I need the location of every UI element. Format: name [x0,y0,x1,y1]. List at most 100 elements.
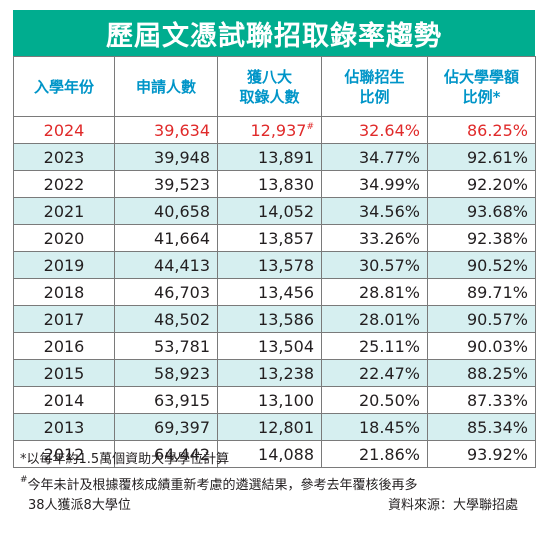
footnote-2: #今年未計及根據覆核成績重新考慮的遴選結果，參考去年覆核後再多 [20,470,530,496]
cell-jupas-ratio: 25.11% [321,332,428,360]
cell-year: 2013 [13,413,115,441]
table-row: 2012 64,442 14,088 21.86% 93.92% [13,440,536,468]
cell-admitted: 13,586 [217,305,322,333]
header-jupas-ratio-line1: 佔聯招生 [344,67,405,86]
footnote-2-text: #今年未計及根據覆核成績重新考慮的遴選結果，參考去年覆核後再多 [20,470,418,496]
header-degree-ratio-line1: 佔大學學額 [443,67,519,86]
cell-degree-ratio: 92.20% [427,170,536,198]
footnote-2-line2: 38人獲派8大學位 [28,498,131,513]
cell-year: 2019 [13,251,115,279]
cell-applicants: 39,523 [114,170,218,198]
cell-jupas-ratio: 30.57% [321,251,428,279]
cell-degree-ratio: 90.57% [427,305,536,333]
table-row: 2015 58,923 13,238 22.47% 88.25% [13,359,536,387]
cell-admitted-value: 12,937 [250,120,307,140]
header-admitted-line2: 取錄人數 [239,87,300,106]
cell-year: 2015 [13,359,115,387]
header-applicants-label: 申請人數 [135,77,196,96]
data-source: 資料來源：大學聯招處 [387,498,518,513]
cell-year: 2014 [13,386,115,414]
cell-applicants: 58,923 [114,359,218,387]
cell-degree-ratio: 92.38% [427,224,536,252]
cell-admitted-mark: # [306,121,314,132]
header-jupas-ratio: 佔聯招生 比例 [321,56,428,117]
cell-jupas-ratio: 32.64% [321,116,428,144]
cell-year: 2022 [13,170,115,198]
table-row: 2017 48,502 13,586 28.01% 90.57% [13,305,536,333]
cell-applicants: 44,413 [114,251,218,279]
cell-applicants: 53,781 [114,332,218,360]
cell-applicants: 63,915 [114,386,218,414]
cell-year: 2017 [13,305,115,333]
table-row: 2022 39,523 13,830 34.99% 92.20% [13,170,536,198]
cell-jupas-ratio: 33.26% [321,224,428,252]
cell-degree-ratio: 92.61% [427,143,536,171]
cell-admitted: 12,801 [217,413,322,441]
cell-degree-ratio: 90.03% [427,332,536,360]
cell-degree-ratio: 93.92% [427,440,536,468]
cell-applicants: 41,664 [114,224,218,252]
cell-jupas-ratio: 21.86% [321,440,428,468]
cell-year: 2012 [13,440,115,468]
header-degree-ratio-line2: 比例* [462,87,501,106]
header-applicants: 申請人數 [114,56,218,117]
cell-applicants: 69,397 [114,413,218,441]
cell-jupas-ratio: 22.47% [321,359,428,387]
cell-year: 2016 [13,332,115,360]
cell-admitted: 13,857 [217,224,322,252]
cell-jupas-ratio: 28.81% [321,278,428,306]
cell-degree-ratio: 85.34% [427,413,536,441]
footnote-1: *以每年約1.5萬個資助大學學位計算 [20,450,530,470]
cell-year: 2020 [13,224,115,252]
table-row: 2018 46,703 13,456 28.81% 89.71% [13,278,536,306]
admission-trend-table: 入學年份 申請人數 獲八大 取錄人數 佔聯招生 比例 佔大學學額 比例* 202… [13,56,536,468]
table-row: 2023 39,948 13,891 34.77% 92.61% [13,143,536,171]
cell-admitted: 13,100 [217,386,322,414]
cell-jupas-ratio: 34.77% [321,143,428,171]
header-row: 入學年份 申請人數 獲八大 取錄人數 佔聯招生 比例 佔大學學額 比例* [13,56,536,117]
table-row: 2020 41,664 13,857 33.26% 92.38% [13,224,536,252]
cell-admitted: 13,238 [217,359,322,387]
cell-degree-ratio: 88.25% [427,359,536,387]
cell-applicants: 48,502 [114,305,218,333]
cell-year: 2024 [13,116,115,144]
cell-jupas-ratio: 34.56% [321,197,428,225]
cell-degree-ratio: 93.68% [427,197,536,225]
cell-degree-ratio: 86.25% [427,116,536,144]
cell-jupas-ratio: 34.99% [321,170,428,198]
cell-applicants: 46,703 [114,278,218,306]
header-jupas-ratio-line2: 比例 [359,87,390,106]
header-degree-ratio: 佔大學學額 比例* [427,56,536,117]
cell-jupas-ratio: 28.01% [321,305,428,333]
cell-applicants: 40,658 [114,197,218,225]
cell-year: 2018 [13,278,115,306]
table-row: 2016 53,781 13,504 25.11% 90.03% [13,332,536,360]
cell-admitted: 14,052 [217,197,322,225]
table-title: 歷屆文憑試聯招取錄率趨勢 [13,10,535,56]
cell-admitted: 13,578 [217,251,322,279]
cell-admitted: 13,891 [217,143,322,171]
table-row: 2019 44,413 13,578 30.57% 90.52% [13,251,536,279]
cell-applicants: 39,634 [114,116,218,144]
cell-degree-ratio: 87.33% [427,386,536,414]
table-row: 2013 69,397 12,801 18.45% 85.34% [13,413,536,441]
cell-applicants: 64,442 [114,440,218,468]
cell-degree-ratio: 89.71% [427,278,536,306]
header-admitted: 獲八大 取錄人數 [217,56,322,117]
cell-year: 2021 [13,197,115,225]
cell-admitted: 13,830 [217,170,322,198]
cell-applicants: 39,948 [114,143,218,171]
header-year-label: 入學年份 [33,77,94,96]
table-row: 2014 63,915 13,100 20.50% 87.33% [13,386,536,414]
cell-admitted: 13,504 [217,332,322,360]
footnote-2-continued: 38人獲派8大學位 資料來源：大學聯招處 [20,496,530,516]
table-row: 2024 39,634 12,937# 32.64% 86.25% [13,116,536,144]
cell-year: 2023 [13,143,115,171]
header-admitted-line1: 獲八大 [246,67,292,86]
footnotes: *以每年約1.5萬個資助大學學位計算 #今年未計及根據覆核成績重新考慮的遴選結果… [20,450,530,516]
header-year: 入學年份 [13,56,115,117]
cell-degree-ratio: 90.52% [427,251,536,279]
cell-jupas-ratio: 18.45% [321,413,428,441]
footnote-2-mark: # [20,475,28,485]
cell-admitted: 12,937# [217,116,322,144]
